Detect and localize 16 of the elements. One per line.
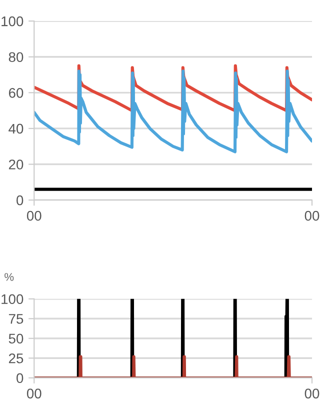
x-tick-label: 00: [304, 210, 320, 221]
y-tick-label: 0: [16, 195, 24, 206]
y-tick-label: 100: [2, 294, 24, 304]
x-tick-label: 00: [26, 388, 42, 398]
y-tick-label: 50: [8, 334, 24, 344]
x-tick-label: 00: [26, 210, 42, 221]
y-tick-label: 60: [8, 88, 24, 98]
y-tick-label: 40: [8, 124, 24, 134]
y-tick-label: 80: [8, 52, 24, 62]
y-tick-label: 25: [8, 353, 24, 364]
x-tick-label: 00: [304, 388, 320, 398]
y-tick-label: 0: [16, 373, 24, 384]
y-axis-title: %: [4, 273, 14, 281]
y-tick-label: 100: [2, 16, 24, 26]
y-tick-label: 75: [8, 314, 24, 324]
y-tick-label: 20: [8, 160, 24, 170]
